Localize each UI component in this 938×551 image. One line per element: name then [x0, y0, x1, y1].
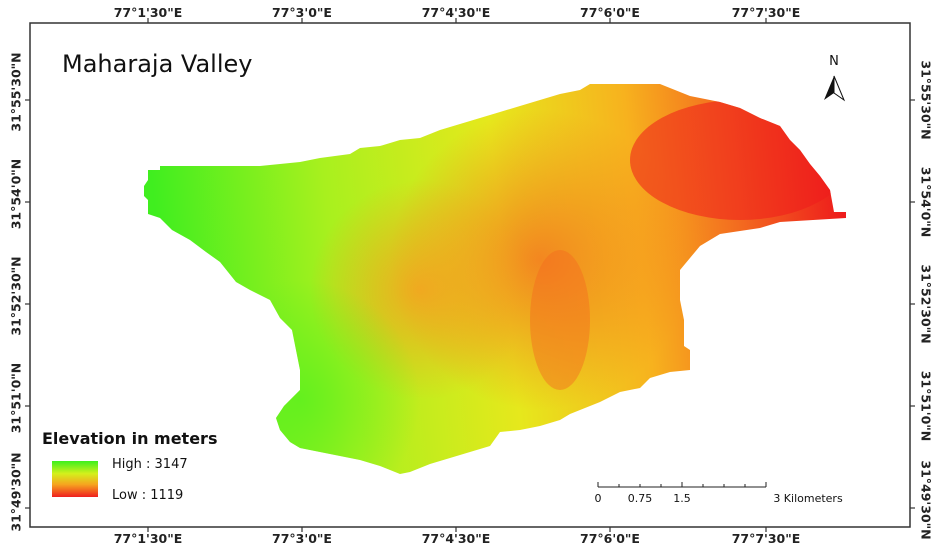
scale-label: 1.5 — [673, 492, 691, 505]
scale-label: 0 — [594, 492, 602, 505]
scale-bar — [597, 482, 767, 488]
longitude-label-top: 77°7'30"E — [731, 5, 801, 20]
latitude-label-left: 31°55'30"N — [8, 52, 24, 132]
legend-title: Elevation in meters — [42, 429, 218, 448]
latitude-label-left: 31°52'30"N — [8, 256, 24, 336]
longitude-label-top: 77°6'0"E — [580, 5, 640, 20]
map-title: Maharaja Valley — [62, 50, 253, 78]
latitude-label-left: 31°54'0"N — [8, 158, 24, 230]
longitude-label-bottom: 77°3'0"E — [272, 531, 332, 546]
latitude-label-right: 31°52'30"N — [918, 264, 934, 344]
longitude-label-top: 77°4'30"E — [421, 5, 491, 20]
longitude-label-bottom: 77°4'30"E — [421, 531, 491, 546]
legend-low-label: Low : 1119 — [112, 488, 184, 503]
scale-label: 3 Kilometers — [773, 492, 843, 505]
longitude-label-top: 77°3'0"E — [272, 5, 332, 20]
latitude-label-right: 31°54'0"N — [918, 166, 934, 238]
legend-color-ramp — [52, 461, 98, 497]
scale-bar-labels: 0 0.75 1.5 3 Kilometers — [590, 478, 870, 518]
scale-label: 0.75 — [627, 492, 653, 505]
north-arrow-icon — [824, 75, 846, 102]
latitude-label-right: 31°51'0"N — [918, 370, 934, 442]
latitude-label-right: 31°49'30"N — [918, 460, 934, 540]
legend-high-label: High : 3147 — [112, 457, 188, 472]
latitude-label-left: 31°51'0"N — [8, 362, 24, 434]
north-label: N — [829, 54, 839, 69]
north-indicator: N — [818, 54, 850, 106]
longitude-label-bottom: 77°7'30"E — [731, 531, 801, 546]
longitude-label-top: 77°1'30"E — [113, 5, 183, 20]
longitude-label-bottom: 77°6'0"E — [580, 531, 640, 546]
longitude-label-bottom: 77°1'30"E — [113, 531, 183, 546]
graticule-ticks — [25, 18, 915, 532]
latitude-label-right: 31°55'30"N — [918, 60, 934, 140]
latitude-label-left: 31°49'30"N — [8, 452, 24, 532]
